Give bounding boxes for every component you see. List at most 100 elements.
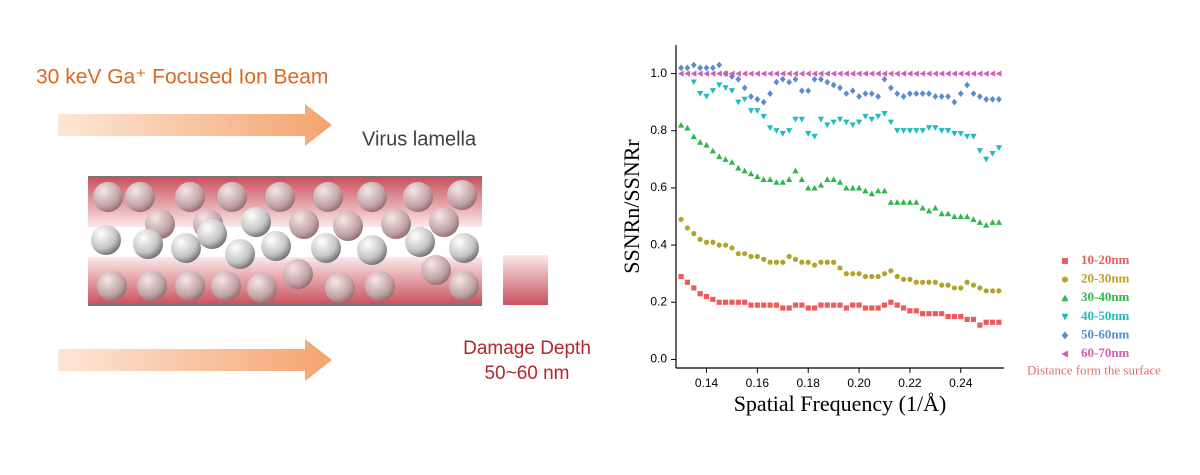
legend-label: 10-20nm [1081, 252, 1130, 267]
virus-particle [137, 271, 167, 301]
data-point [703, 239, 710, 245]
virus-particle [125, 182, 155, 212]
data-point [697, 70, 703, 77]
data-point [716, 299, 722, 305]
virus-particle [175, 182, 205, 212]
data-point [748, 302, 754, 308]
y-tick-label: 0.2 [650, 294, 667, 308]
data-point [913, 279, 919, 285]
data-point [850, 271, 856, 277]
data-point [710, 296, 716, 302]
damage-value: 50~60 nm [484, 363, 569, 384]
data-point [798, 176, 805, 182]
data-point [824, 176, 831, 182]
data-point [742, 251, 748, 257]
data-point [926, 311, 932, 317]
data-point [830, 81, 837, 89]
data-point [957, 213, 964, 220]
data-point [748, 253, 754, 260]
data-point [766, 125, 774, 132]
beam-arrow [58, 104, 332, 146]
data-point [926, 279, 932, 285]
data-point [786, 70, 792, 77]
data-point [830, 70, 837, 77]
data-point [817, 116, 825, 123]
data-point [831, 259, 837, 265]
data-point [760, 176, 767, 182]
lamella [88, 176, 482, 306]
data-point [767, 259, 773, 265]
data-point [779, 131, 786, 137]
data-point [684, 70, 691, 77]
data-point [703, 141, 710, 148]
data-point [900, 305, 907, 311]
data-point [811, 133, 818, 140]
data-point [742, 299, 748, 305]
data-point [703, 70, 710, 77]
data-point [919, 128, 926, 134]
data-point [887, 70, 894, 77]
data-point [811, 262, 818, 268]
data-point [907, 90, 913, 97]
data-point [900, 70, 907, 77]
virus-particle [265, 182, 295, 212]
virus-particle [217, 182, 247, 212]
data-point [773, 70, 780, 77]
virus-particle [405, 227, 435, 257]
data-point [735, 164, 742, 171]
data-point [856, 271, 862, 277]
data-point [875, 187, 882, 194]
data-point [678, 216, 684, 222]
data-point [690, 61, 697, 69]
data-point [862, 273, 869, 280]
data-point [996, 288, 1002, 294]
data-point [887, 119, 894, 126]
data-point [849, 184, 856, 191]
data-point [735, 99, 742, 106]
data-point [741, 167, 748, 174]
data-point [792, 256, 799, 262]
data-point [805, 305, 811, 311]
data-point [709, 70, 716, 77]
data-point [875, 113, 882, 120]
data-point [850, 302, 856, 308]
data-point [938, 93, 945, 100]
data-point [779, 70, 786, 77]
data-point [843, 70, 849, 77]
data-point [786, 128, 793, 134]
legend-title: Distance form the surface [1027, 363, 1161, 378]
data-point [849, 70, 856, 77]
data-point [938, 70, 945, 77]
data-point [805, 259, 811, 265]
data-point [773, 179, 780, 185]
data-point [920, 311, 926, 317]
data-point [970, 70, 977, 77]
data-point [690, 70, 697, 77]
data-point [728, 88, 736, 94]
data-point [716, 70, 722, 77]
data-point [792, 70, 799, 77]
data-point [697, 64, 704, 72]
data-point [996, 95, 1002, 103]
data-point [894, 128, 901, 134]
data-point [735, 70, 741, 77]
data-point [697, 139, 704, 145]
data-point [830, 119, 837, 126]
data-point [824, 302, 830, 308]
data-point [836, 70, 843, 77]
data-point [964, 316, 970, 323]
data-point [761, 256, 767, 262]
data-point [773, 78, 780, 86]
data-point [754, 302, 760, 308]
damage-label: Damage Depth [463, 338, 591, 359]
data-point [684, 225, 691, 231]
data-point [881, 302, 888, 308]
data-point [894, 70, 900, 77]
data-point [792, 75, 799, 83]
data-point [868, 90, 875, 97]
data-point [818, 302, 824, 308]
data-point [754, 95, 761, 103]
data-point [710, 239, 716, 245]
data-point [754, 173, 761, 180]
